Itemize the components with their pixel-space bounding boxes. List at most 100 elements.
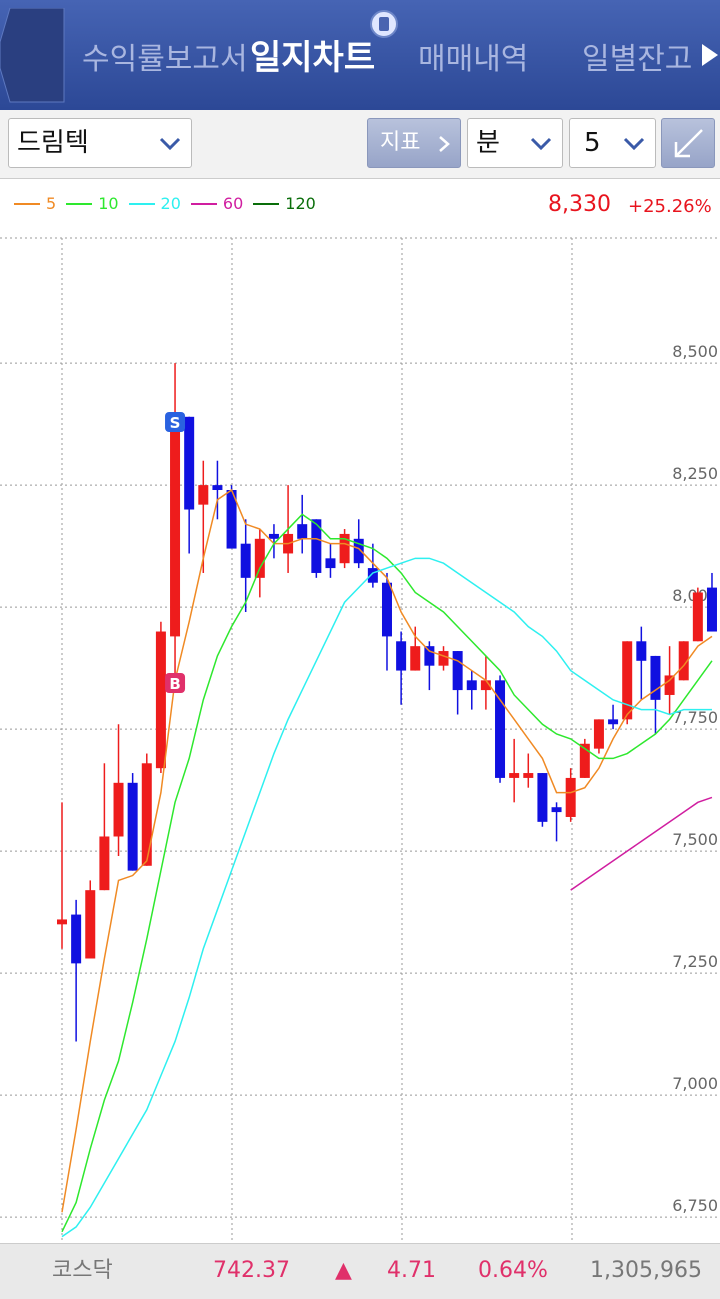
signal-marker <box>165 673 186 693</box>
more-arrow[interactable] <box>700 42 720 68</box>
back-button[interactable] <box>0 8 70 104</box>
legend-swatch <box>128 202 155 205</box>
current-price: 8,330 <box>548 192 611 217</box>
candle-body <box>495 680 506 778</box>
ma-line <box>570 796 713 891</box>
candle-body <box>452 651 463 691</box>
unit-label: 분 <box>476 128 500 158</box>
legend-swatch <box>253 202 280 205</box>
stock-select[interactable]: 드림텍 <box>8 118 192 168</box>
ma-line <box>61 513 713 1233</box>
candle-body <box>692 592 703 642</box>
legend-label: 20 <box>160 194 181 213</box>
candle-body <box>706 587 717 632</box>
chevron <box>530 137 552 151</box>
period-select[interactable]: 5 <box>569 118 656 168</box>
signal-marker <box>165 412 186 432</box>
candle-body <box>367 568 378 583</box>
candle-body <box>537 773 548 822</box>
candle-body <box>396 641 407 671</box>
candle-body <box>438 651 449 666</box>
footer: 코스닥 742.37 ▲ 4.71 0.64% 1,305,965 <box>0 1243 720 1299</box>
legend-item: 5 <box>14 194 56 213</box>
chevron <box>623 137 645 151</box>
candle-body <box>523 773 534 778</box>
candle-body <box>127 782 138 871</box>
candle-body <box>480 680 491 691</box>
candle-body <box>509 773 520 778</box>
candle-body <box>551 807 562 813</box>
candle-body <box>353 538 364 564</box>
period-label: 5 <box>584 128 601 158</box>
legend-label: 5 <box>46 194 57 213</box>
candle-body <box>297 524 308 539</box>
index-rate: 0.64% <box>478 1258 548 1283</box>
candle-body <box>325 558 336 569</box>
ma-line <box>61 557 712 1238</box>
tab[interactable]: 매매내역 <box>418 42 529 77</box>
candle-body <box>381 582 392 637</box>
y-tick-label: 8,250 <box>672 464 718 483</box>
y-tick-label: 7,500 <box>672 830 718 849</box>
legend-swatch <box>14 202 40 205</box>
chevron <box>159 137 181 151</box>
signal-label: B <box>169 675 180 693</box>
stock-name: 드림텍 <box>17 128 89 158</box>
tab[interactable]: 일별잔고 <box>582 42 693 77</box>
refresh-icon[interactable] <box>368 8 400 40</box>
price-change: +25.26% <box>628 196 712 217</box>
expand-button[interactable] <box>661 118 715 168</box>
candle-body <box>57 919 67 925</box>
candle-body <box>170 421 181 637</box>
toolbar: 드림텍 지표 분 5 <box>0 110 720 179</box>
candle-body <box>141 763 152 866</box>
up-arrow: ▲ <box>335 1258 352 1283</box>
y-tick-label: 7,000 <box>672 1074 718 1093</box>
candle-body <box>71 914 82 964</box>
candle-body <box>650 655 661 700</box>
candle-body <box>113 782 124 837</box>
tab[interactable]: 수익률보고서 <box>82 42 248 77</box>
candle-body <box>410 646 421 671</box>
candle-body <box>339 533 350 564</box>
legend: 5 10 20 60 120 <box>14 194 316 213</box>
candle-body <box>226 490 237 549</box>
legend-item: 20 <box>128 194 181 213</box>
candle-body <box>622 641 633 720</box>
chevron <box>439 136 450 152</box>
candle-body <box>608 719 619 725</box>
candle-body <box>155 631 166 769</box>
candle-body <box>678 641 689 681</box>
candle-body <box>424 646 435 666</box>
legend-swatch <box>66 202 93 205</box>
candle-body <box>311 519 322 573</box>
candle-body <box>268 533 279 539</box>
candle-body <box>636 641 647 661</box>
candle-body <box>466 680 477 691</box>
header: 수익률보고서 일지차트 매매내역 일별잔고 <box>0 0 720 110</box>
expand-icon <box>674 129 703 158</box>
unit-select[interactable]: 분 <box>467 118 563 168</box>
tab-selected[interactable]: 일지차트 <box>250 38 376 78</box>
signal-label: S <box>170 414 181 432</box>
index-name: 코스닥 <box>52 1258 113 1283</box>
y-tick-label: 7,750 <box>672 708 718 727</box>
legend-item: 120 <box>253 194 316 213</box>
candle-body <box>184 416 195 510</box>
legend-label: 10 <box>98 194 119 213</box>
chart: 6,7507,0007,2507,5007,7508,0008,2508,500… <box>0 237 720 1243</box>
legend-item: 60 <box>190 194 243 213</box>
legend-label: 120 <box>285 194 316 213</box>
volume: 1,305,965 <box>590 1258 702 1283</box>
candle-body <box>99 836 110 891</box>
indicator-button[interactable]: 지표 <box>367 118 461 168</box>
index-change: 4.71 <box>387 1258 436 1283</box>
candle-body <box>579 743 590 778</box>
candle-body <box>565 777 576 817</box>
y-tick-label: 8,500 <box>672 342 718 361</box>
candle-body <box>240 543 251 578</box>
candle-body <box>664 675 675 695</box>
candle-body <box>85 890 96 959</box>
y-tick-label: 6,750 <box>672 1196 718 1215</box>
